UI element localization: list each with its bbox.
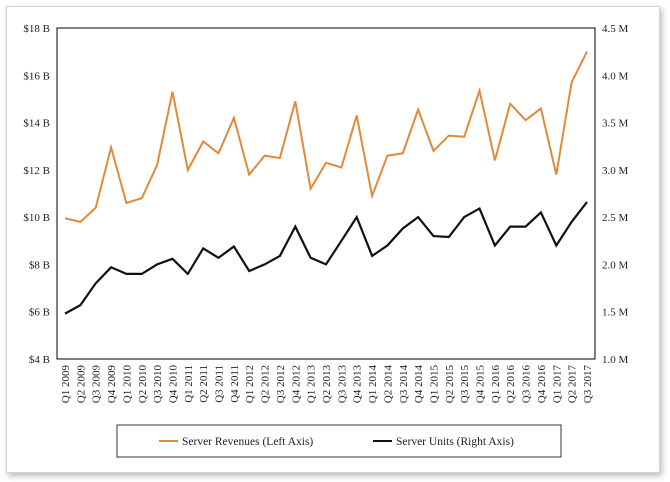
x-tick-label: Q2 2014 (382, 365, 394, 404)
x-tick-label: Q3 2013 (336, 365, 348, 404)
right-tick-label: 4.5 M (602, 23, 629, 35)
x-tick-label: Q4 2011 (229, 365, 241, 403)
right-tick-label: 2.0 M (602, 259, 629, 271)
right-tick-label: 4.0 M (602, 70, 629, 82)
left-tick-label: $12 B (23, 165, 50, 177)
x-tick-label: Q1 2010 (121, 365, 133, 404)
x-tick-label: Q2 2016 (505, 365, 517, 404)
x-tick-label: Q4 2012 (290, 365, 302, 403)
series-line-server-units (64, 201, 588, 315)
x-tick-label: Q3 2015 (459, 365, 471, 404)
x-tick-label: Q1 2011 (183, 365, 195, 403)
legend-label-server-units: Server Units (Right Axis) (396, 436, 514, 448)
x-tick-label: Q2 2012 (260, 365, 272, 403)
x-tick-label: Q3 2012 (275, 365, 287, 403)
right-tick-label: 3.0 M (602, 165, 629, 177)
legend: Server Revenues (Left Axis) Server Units… (116, 424, 562, 458)
left-tick-label: $6 B (29, 307, 50, 319)
legend-label-server-revenues: Server Revenues (Left Axis) (182, 436, 313, 448)
right-tick-label: 1.0 M (602, 354, 629, 366)
plot-area (56, 27, 596, 360)
x-tick-label: Q4 2015 (475, 365, 487, 404)
right-tick-label: 1.5 M (602, 307, 629, 319)
left-tick-label: $10 B (23, 212, 50, 224)
right-tick-label: 2.5 M (602, 212, 629, 224)
x-tick-label: Q4 2010 (167, 365, 179, 404)
series-line-server-revenues (64, 51, 588, 223)
x-tick-label: Q4 2013 (352, 365, 364, 404)
left-tick-label: $18 B (23, 23, 50, 35)
x-axis: Q1 2009 Q2 2009 Q3 2009 Q4 2009 Q1 2010 Q2 20… (60, 365, 594, 404)
x-tick-label: Q3 2009 (91, 365, 103, 404)
x-tick-label: Q3 2010 (152, 365, 164, 404)
right-axis: 1.0 M 1.5 M 2.0 M 2.5 M 3.0 M 3.5 M 4.0 M 4.5 M (602, 23, 629, 366)
x-tick-label: Q1 2014 (367, 365, 379, 404)
x-tick-label: Q1 2017 (551, 365, 563, 404)
x-tick-label: Q3 2011 (214, 365, 226, 403)
x-tick-label: Q4 2016 (536, 365, 548, 404)
chart-frame (6, 6, 660, 473)
x-tick-label: Q1 2015 (428, 365, 440, 404)
left-tick-label: $8 B (29, 259, 50, 271)
series-lines (64, 51, 588, 315)
x-tick-label: Q1 2013 (306, 365, 318, 404)
x-tick-label: Q2 2015 (444, 365, 456, 404)
x-tick-label: Q2 2009 (75, 365, 87, 404)
x-tick-label: Q2 2010 (137, 365, 149, 404)
left-tick-label: $4 B (29, 354, 50, 366)
x-tick-label: Q3 2014 (398, 365, 410, 404)
x-tick-label: Q2 2011 (198, 365, 210, 403)
x-tick-label: Q4 2009 (106, 365, 118, 404)
x-tick-label: Q1 2016 (490, 365, 502, 404)
right-tick-label: 3.5 M (602, 118, 629, 130)
legend-box (116, 424, 562, 458)
left-tick-label: $14 B (23, 118, 50, 130)
x-tick-label: Q4 2014 (413, 365, 425, 404)
x-tick-label: Q3 2017 (582, 365, 594, 404)
x-tick-label: Q1 2009 (60, 365, 72, 404)
x-tick-label: Q1 2012 (244, 365, 256, 403)
x-tick-label: Q3 2016 (521, 365, 533, 404)
x-tick-label: Q2 2017 (567, 365, 579, 404)
left-axis: $4 B $6 B $8 B $10 B $12 B $14 B $16 B $18 B (23, 23, 50, 366)
left-tick-label: $16 B (23, 70, 50, 82)
x-tick-label: Q2 2013 (321, 365, 333, 404)
